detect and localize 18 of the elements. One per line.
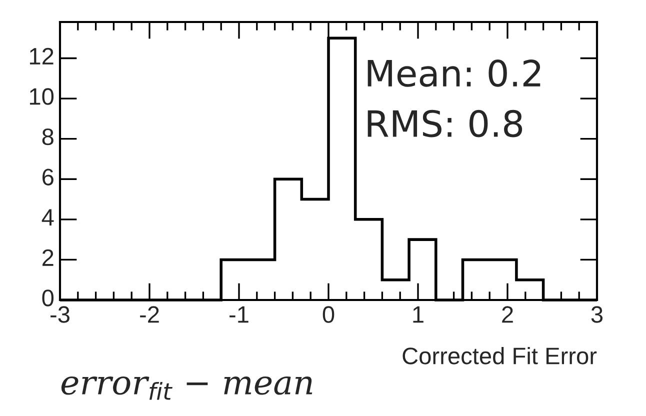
y-tick-label: 2 [42,249,54,266]
x-tick-label: 2 [502,306,513,323]
y-tick-label: 10 [30,88,54,105]
x-tick-label: -3 [50,306,70,323]
x-tick-label: -1 [230,306,248,323]
x-axis-title: Corrected Fit Error [402,347,597,364]
y-tick-label: 0 [42,290,54,306]
y-tick-label: 8 [42,128,54,146]
y-tick-label: 12 [30,48,54,64]
text: error$_{fit}$ − mean [61,376,312,400]
y-tick-label: 6 [42,168,54,186]
x-tick-label: 3 [591,306,603,323]
x-tick-label: 0 [322,306,334,323]
x-tick-label: 1 [413,306,424,323]
annotation: Mean: 0.2 [368,60,540,87]
x-tick-label: -2 [140,306,159,323]
annotation: RMS: 0.8 [368,110,522,138]
y-tick-label: 4 [42,209,54,226]
